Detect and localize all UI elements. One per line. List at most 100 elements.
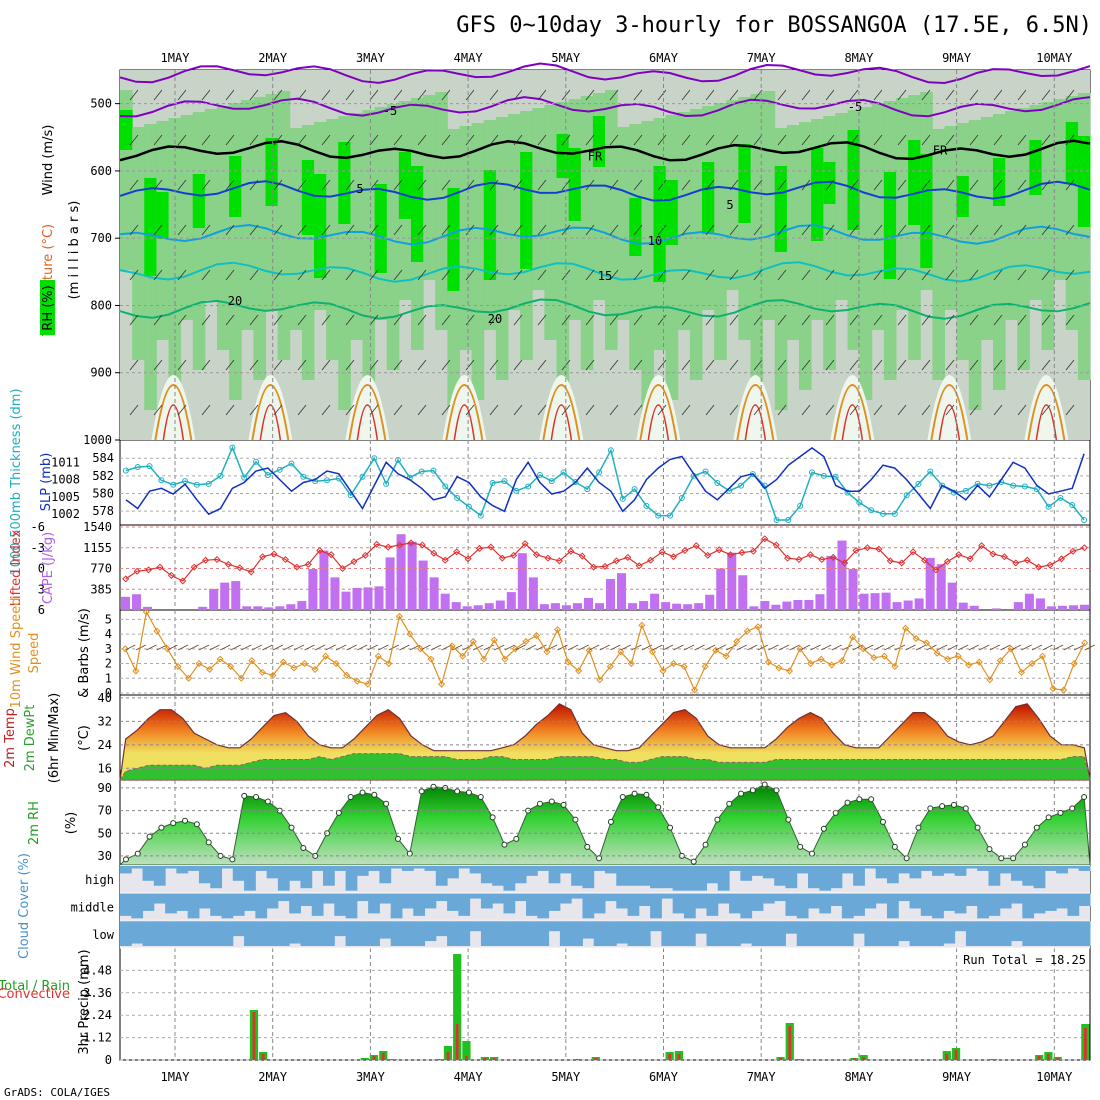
rh-moist-column [423,95,436,280]
li-point [726,551,735,559]
wind-barb [1017,404,1027,416]
wind-barb [921,359,931,371]
wind-barb [921,314,931,326]
cloud-bar-low [345,921,358,946]
rh-point [879,818,886,825]
rh-moist-column [617,127,630,320]
cloud-bar-high [153,866,166,886]
temp-contour [119,223,1091,246]
wind-barb [417,134,427,146]
wind-barb [1041,134,1051,146]
thickness-point [454,494,461,501]
cloud-bar-high [864,866,877,869]
cloud-bar-middle [796,893,809,919]
cloud-bar-high [1056,866,1068,874]
cape-bar [859,593,869,610]
rh-moist-column [277,91,291,360]
wind-barb [633,89,643,101]
cloud-bar-low [729,921,741,946]
rh-point [726,800,733,807]
thickness-tick-label: 580 [92,487,114,501]
cloud-bar-middle [864,893,877,909]
rh-moist-column [1053,99,1067,280]
thickness-point [560,469,567,476]
cloud-bar-middle [1056,893,1068,909]
wind-barb [729,89,739,101]
rh-point [950,801,957,808]
cloud-bar-high [1011,866,1023,881]
wind-barb [525,644,537,651]
cape-bar [330,577,340,610]
rh-saturated-column [301,160,315,235]
cloud-bar-low [627,921,640,946]
cloud-bar-low [796,921,809,946]
cloud-bar-middle [153,893,166,904]
rh-moist-column [871,104,885,330]
cloud-bar-low [819,921,832,946]
cloud-bar-high [932,866,944,876]
wind-barb [585,404,595,416]
cloud-bar-high [943,866,956,874]
wind-barb [609,359,619,371]
wind-line [124,610,1086,692]
rh-point [962,805,969,812]
wind-barb [537,404,547,416]
wind-barb [369,224,379,236]
thickness-point [217,472,224,479]
wind-barb [657,314,667,326]
cloud-bar-low [458,921,471,946]
cape-bar [517,553,527,610]
wind-barb [585,134,595,146]
wind-barb [1041,179,1051,191]
rh-moist-column [908,95,921,360]
cloud-bar-middle [131,893,144,919]
cloud-bar-low [390,921,403,946]
li-tick-label: -3 [31,541,45,555]
wind-barb [945,269,955,281]
wind-barb [321,404,331,416]
dry-pocket [927,375,972,440]
cloud-bar-high [390,866,403,869]
wind-barb [705,89,715,101]
cloud-bar-high [300,866,313,889]
wind-barb [681,404,691,416]
pressure-tick-label: 500 [90,97,112,111]
rh-moist-column [799,122,812,390]
li-point [818,555,826,564]
li-point [1080,544,1088,552]
wind-barb [897,224,907,236]
wind-tick-label: 1 [105,671,112,685]
wind-barb [633,224,643,236]
thickness-point [1057,494,1064,501]
cape-bar [892,602,902,610]
cape-bar [451,602,461,610]
wind-barb [321,359,331,371]
rh-point [193,821,200,828]
cloud-bar-high [334,866,347,871]
rh-point [1033,824,1040,831]
wind-barb [1017,179,1027,191]
cloud-bar-middle [379,893,392,904]
wind-barb [657,359,667,371]
convective-precip-bar [991,1059,995,1060]
temp-contour-warm [1027,384,1066,441]
cloud-bar-low [695,921,708,934]
wind-barb [753,89,763,101]
wind-barb [249,224,259,236]
cloud-bar-low [379,921,392,939]
rh-point [749,787,756,794]
li-point [384,543,392,551]
precip-axis-label: 3hr Precip (mm) [77,949,92,1054]
li-point [544,554,552,562]
wind-barb [273,134,283,146]
wind-barb [489,359,499,371]
wind-barb [153,224,163,236]
wind-barb [753,269,763,281]
cloud-bar-middle [458,893,471,916]
wind-barb [825,269,835,281]
cloud-bar-low [526,921,538,946]
temp-contour-hot [162,404,185,441]
rh-axis-label: RH (%) [41,285,56,330]
wind-barb [609,179,619,191]
wind-barb [537,314,547,326]
